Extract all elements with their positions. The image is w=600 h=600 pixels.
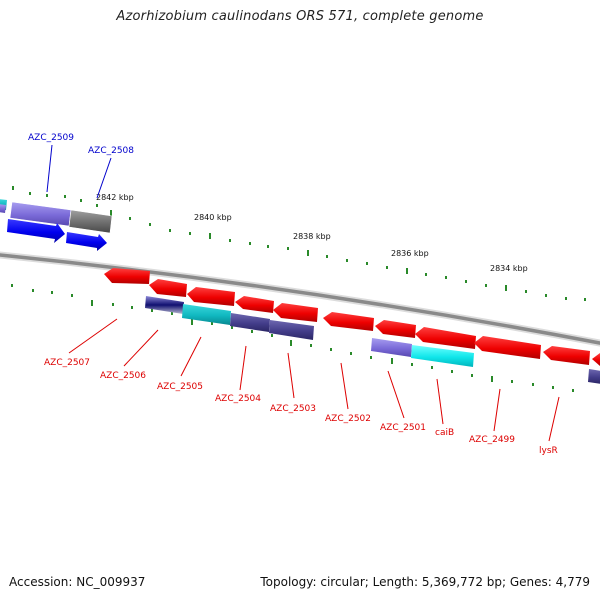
reverse-strand-features [104,268,600,384]
gene-arrow-red-2[interactable] [149,279,187,297]
gene-arrow-red-4[interactable] [235,296,274,313]
feature-label-azc-2505[interactable]: AZC_2505 [157,382,203,392]
gene-block-slate-2[interactable] [269,320,314,340]
forward-strand-features [0,199,113,251]
ruler-label-2842: 2842 kbp [96,193,134,202]
feature-label-azc-2499[interactable]: AZC_2499 [469,435,515,445]
gene-block-teal[interactable] [182,304,231,325]
gene-arrow-red-1[interactable] [104,268,150,284]
gene-block-azc-2508[interactable] [68,209,113,234]
feature-label-azc-2501[interactable]: AZC_2501 [380,423,426,433]
gene-arrow-red-7[interactable] [375,320,416,338]
gene-arrow-red-10[interactable] [543,346,590,365]
ruler-label-2840: 2840 kbp [194,213,232,222]
feature-label-azc-2502[interactable]: AZC_2502 [325,414,371,424]
feature-label-lysr[interactable]: lysR [539,446,558,456]
forward-feature-labels: AZC_2509 AZC_2508 [28,133,134,156]
gene-block-cyan[interactable] [411,345,474,367]
feature-label-azc-2509[interactable]: AZC_2509 [28,133,74,143]
genome-backbone [0,251,600,347]
feature-label-azc-2503[interactable]: AZC_2503 [270,404,316,414]
gene-arrow-blue-2[interactable] [66,232,107,251]
gene-arrow-red-5[interactable] [273,303,318,322]
feature-label-azc-2508[interactable]: AZC_2508 [88,146,134,156]
ruler-label-2838: 2838 kbp [293,232,331,241]
ruler-label-2834: 2834 kbp [490,264,528,273]
gene-arrow-red-8[interactable] [415,327,476,349]
gene-arrow-red-11[interactable] [592,353,600,366]
reverse-feature-labels: AZC_2507 AZC_2506 AZC_2505 AZC_2504 AZC_… [44,358,558,456]
gene-block-left-edge-lavender[interactable] [0,204,6,213]
gene-block-navy[interactable] [145,296,184,314]
feature-label-azc-2507[interactable]: AZC_2507 [44,358,90,368]
gene-block-right-edge-slate[interactable] [588,369,600,384]
gene-arrow-red-6[interactable] [323,312,374,331]
map-title: Azorhizobium caulinodans ORS 571, comple… [116,9,484,24]
gene-arrow-blue-1[interactable] [7,219,65,243]
leader-lines-reverse [68,318,560,442]
gene-block-slate-1[interactable] [230,313,270,332]
feature-label-caib[interactable]: caiB [435,428,454,438]
lower-tick-marks [11,284,574,392]
ruler-label-2836: 2836 kbp [391,249,429,258]
gene-arrow-red-3[interactable] [187,287,235,306]
gene-block-lavender[interactable] [371,338,412,357]
gene-arrow-red-9[interactable] [474,336,541,359]
ruler-tick-marks [12,186,586,301]
leader-lines-forward [46,144,112,199]
feature-label-azc-2504[interactable]: AZC_2504 [215,394,261,404]
accession-text: Accession: NC_009937 [9,575,146,589]
ruler-labels: 2842 kbp 2840 kbp 2838 kbp 2836 kbp 2834… [96,193,528,273]
feature-label-azc-2506[interactable]: AZC_2506 [100,371,146,381]
genome-summary-text: Topology: circular; Length: 5,369,772 bp… [260,575,590,589]
